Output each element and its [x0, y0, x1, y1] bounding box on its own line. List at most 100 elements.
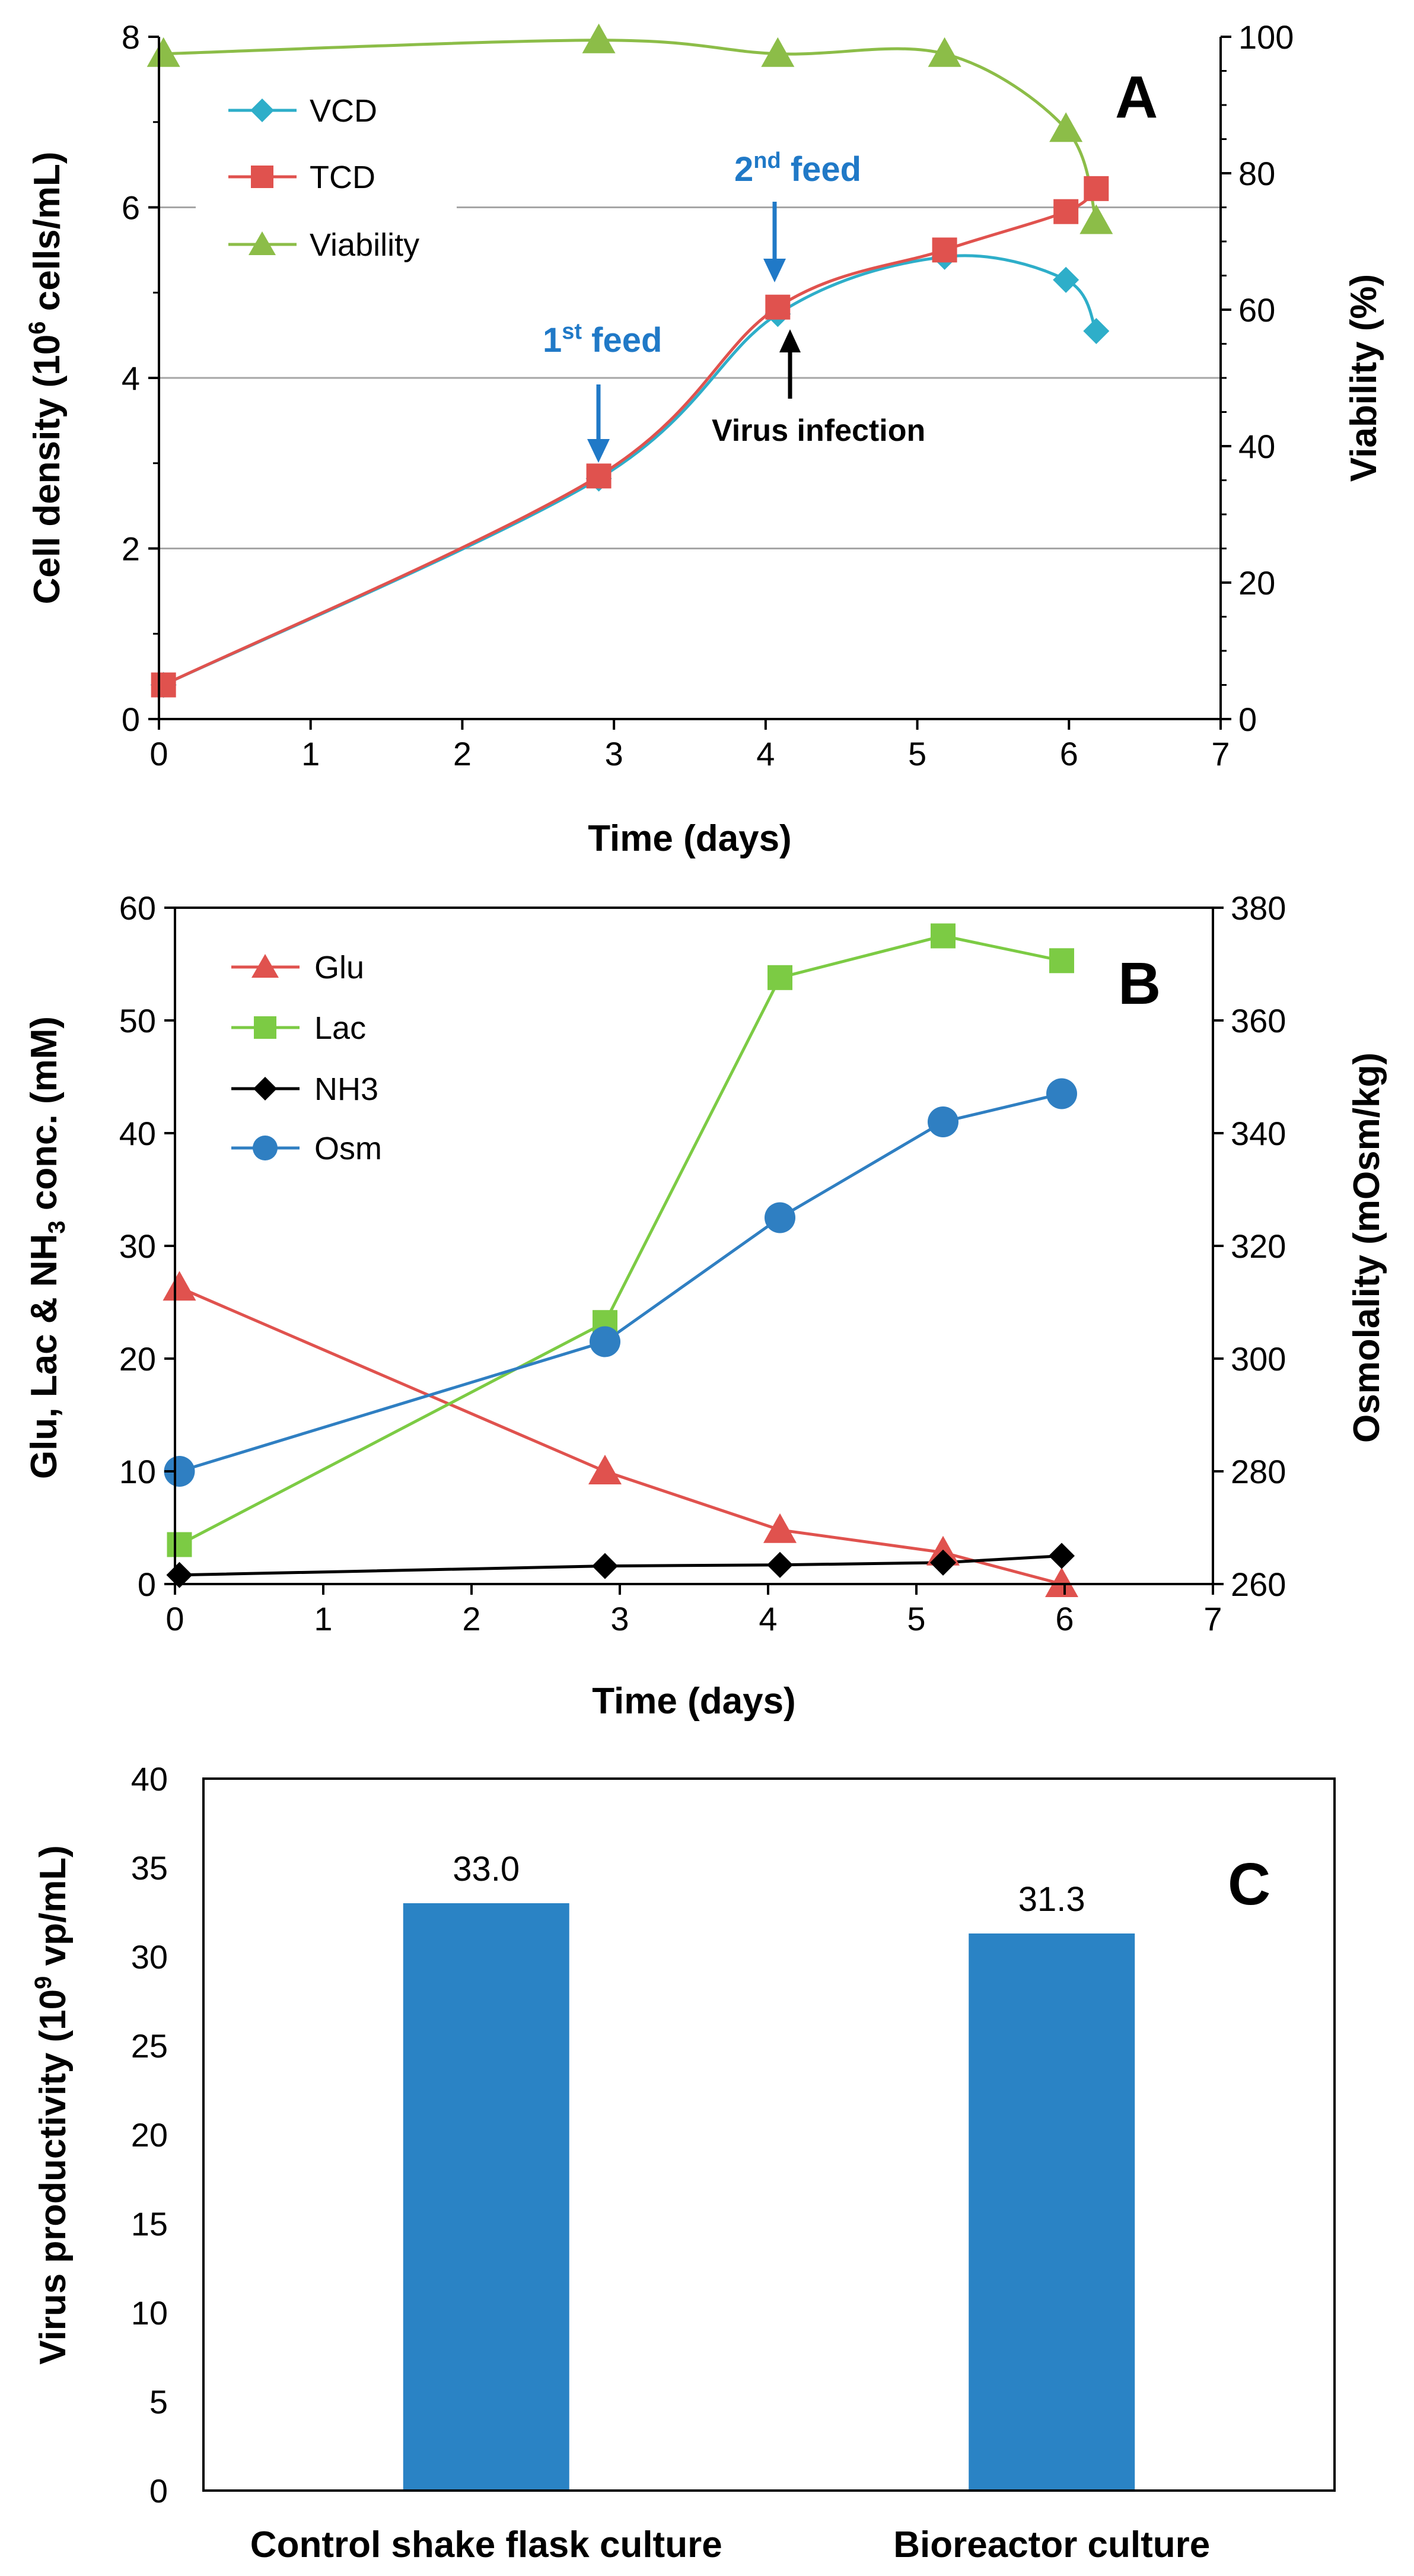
panel-b-y2-tick-label-380: 380 — [1231, 889, 1286, 927]
panel-c-y-tick-label-10: 10 — [131, 2294, 168, 2332]
panel-b-x-tick-label-3: 3 — [610, 1600, 629, 1637]
panel-b-point-glu-0 — [163, 1271, 196, 1301]
legend-label-lac: Lac — [314, 1010, 366, 1046]
legend-marker-viability — [249, 231, 276, 255]
panel-a-point-viability-0 — [147, 37, 180, 67]
panel-c-bar-bioreactor-culture — [969, 1933, 1135, 2491]
panel-b-y2-tick-label-340: 340 — [1231, 1115, 1286, 1152]
panel-a-x-tick-label-3: 3 — [605, 735, 623, 772]
panel-a-point-tcd-0 — [151, 672, 176, 698]
panel-a-y-tick-label-6: 6 — [122, 189, 140, 227]
panel-c: 33.0 31.3 Control shake flask culture Bior… — [30, 1760, 1336, 2565]
panel-c-y-tick-label-15: 15 — [131, 2205, 168, 2243]
arrow-virus-infection-head — [779, 329, 801, 352]
panel-b-point-osm-3 — [928, 1106, 958, 1137]
panel-b-x-axis-title: Time (days) — [592, 1681, 795, 1722]
panel-b-point-glu-2 — [763, 1513, 797, 1543]
panel-b-point-nh3-1 — [592, 1553, 618, 1579]
legend-label-vcd: VCD — [310, 93, 377, 129]
panel-b-y-tick-label-50: 50 — [119, 1002, 156, 1039]
panel-a-point-viability-5 — [1079, 204, 1113, 234]
panel-b-point-osm-0 — [164, 1456, 195, 1487]
panel-b-x-tick-label-2: 2 — [462, 1600, 480, 1637]
panel-a-y2-axis-title: Viability (%) — [1343, 274, 1384, 482]
arrow-first-feed-head — [587, 439, 610, 463]
panel-c-y-tick-label-30: 30 — [131, 1938, 168, 1976]
panel-b-x-tick-label-6: 6 — [1055, 1600, 1074, 1637]
panel-b-y-tick-label-40: 40 — [119, 1115, 156, 1152]
annotation-second-feed-number: 2 — [734, 150, 753, 189]
panel-b-y2-tick-label-360: 360 — [1231, 1002, 1286, 1039]
panel-b-point-glu-4 — [1045, 1567, 1078, 1597]
panel-c-category-label-bioreactor-culture: Bioreactor culture — [893, 2524, 1210, 2565]
panel-a-y-tick-label-4: 4 — [122, 360, 140, 397]
panel-a-y2-tick-label-100: 100 — [1238, 18, 1294, 56]
annotation-first-feed-number: 1 — [543, 321, 562, 360]
panel-a-y2-tick-label-40: 40 — [1238, 428, 1275, 465]
panel-b-x-tick-label-0: 0 — [165, 1600, 184, 1637]
panel-a-point-vcd-4 — [1053, 266, 1079, 293]
panel-a-y-axis-title: Cell density (106 cells/mL) — [24, 151, 68, 604]
panel-a-point-viability-4 — [1049, 112, 1083, 142]
panel-b-point-osm-4 — [1046, 1078, 1077, 1109]
panel-c-letter: C — [1228, 1851, 1270, 1917]
panel-b-y-axis-title: Glu, Lac & NH3 conc. (mM) — [24, 1016, 70, 1479]
annotation-first-feed: 1st feed — [543, 319, 662, 360]
annotation-virus-infection: Virus infection — [712, 414, 925, 448]
panel-b-y2-axis-title: Osmolality (mOsm/kg) — [1346, 1052, 1387, 1443]
legend-marker-lac — [254, 1016, 276, 1039]
panel-a-point-tcd-2 — [765, 294, 791, 320]
legend-label-glu: Glu — [314, 950, 364, 985]
panel-a-letter: A — [1115, 64, 1158, 131]
legend-marker-tcd — [251, 166, 273, 188]
panel-c-y-title-post: vp/mL) — [33, 1845, 74, 1976]
panel-b: Glu Lac NH3 Osm 0 1 2 3 4 5 6 7 0 10 20 30 40 50 60 260… — [24, 889, 1387, 1722]
legend-marker-nh3 — [253, 1077, 277, 1101]
arrow-second-feed-head — [763, 259, 786, 282]
panel-b-y-tick-label-30: 30 — [119, 1227, 156, 1265]
panel-b-y-title-post: conc. (mM) — [24, 1016, 65, 1220]
panel-a-x-tick-label-7: 7 — [1211, 735, 1230, 772]
panel-b-point-osm-2 — [765, 1202, 795, 1233]
annotation-second-feed-word: feed — [781, 150, 861, 189]
panel-a-y-title-pre: Cell density (10 — [27, 335, 68, 605]
panel-a-x-tick-label-2: 2 — [453, 735, 472, 772]
legend-marker-glu — [251, 954, 279, 978]
panel-a-y-tick-label-8: 8 — [122, 18, 140, 56]
panel-b-y-tick-label-60: 60 — [119, 889, 156, 927]
panel-a-y2-tick-label-80: 80 — [1238, 155, 1275, 192]
panel-b-point-osm-1 — [590, 1326, 620, 1357]
panel-b-markers — [163, 923, 1078, 1597]
panel-b-x-tick-label-4: 4 — [759, 1600, 777, 1637]
legend-label-viability: Viability — [310, 227, 419, 263]
panel-b-legend: Glu Lac NH3 Osm — [231, 950, 382, 1166]
panel-a-x-tick-label-1: 1 — [301, 735, 320, 772]
panel-b-point-glu-1 — [588, 1455, 622, 1484]
panel-b-point-nh3-3 — [930, 1549, 956, 1576]
panel-c-plot-border — [202, 1777, 1336, 2492]
panel-a-x-tick-label-5: 5 — [908, 735, 926, 772]
legend-marker-vcd — [250, 98, 274, 122]
panel-b-y2-tick-label-300: 300 — [1231, 1340, 1286, 1378]
panel-a-x-tick-label-6: 6 — [1060, 735, 1078, 772]
panel-a-y-tick-label-2: 2 — [122, 530, 140, 568]
panel-c-axes: Control shake flask culture Bioreactor cu… — [131, 1760, 1336, 2565]
panel-a-point-tcd-5 — [1084, 176, 1109, 201]
panel-a-y-title-sup: 6 — [24, 321, 50, 334]
panel-b-point-nh3-0 — [166, 1561, 193, 1588]
panel-c-category-label-control-shake-flask-culture: Control shake flask culture — [250, 2524, 722, 2565]
panel-b-point-nh3-2 — [767, 1551, 793, 1578]
panel-c-bar-control-shake-flask-culture — [403, 1903, 569, 2491]
panel-c-bars: 33.0 31.3 — [403, 1850, 1135, 2491]
panel-b-letter: B — [1118, 950, 1161, 1017]
panel-b-y-tick-label-20: 20 — [119, 1340, 156, 1378]
annotation-second-feed-suffix: nd — [753, 148, 781, 173]
panel-b-axes: 0 1 2 3 4 5 6 7 0 10 20 30 40 50 60 260 280 300 320 340 360 3… — [119, 889, 1286, 1637]
panel-a-y2-tick-label-20: 20 — [1238, 564, 1275, 602]
panel-a: VCD TCD Viability 1st feed 2nd feed Viru… — [24, 18, 1384, 859]
panel-a-legend: VCD TCD Viability — [196, 71, 457, 285]
panel-b-point-lac-0 — [167, 1532, 192, 1557]
panel-c-y-title-pre: Virus productivity (10 — [33, 1989, 74, 2365]
